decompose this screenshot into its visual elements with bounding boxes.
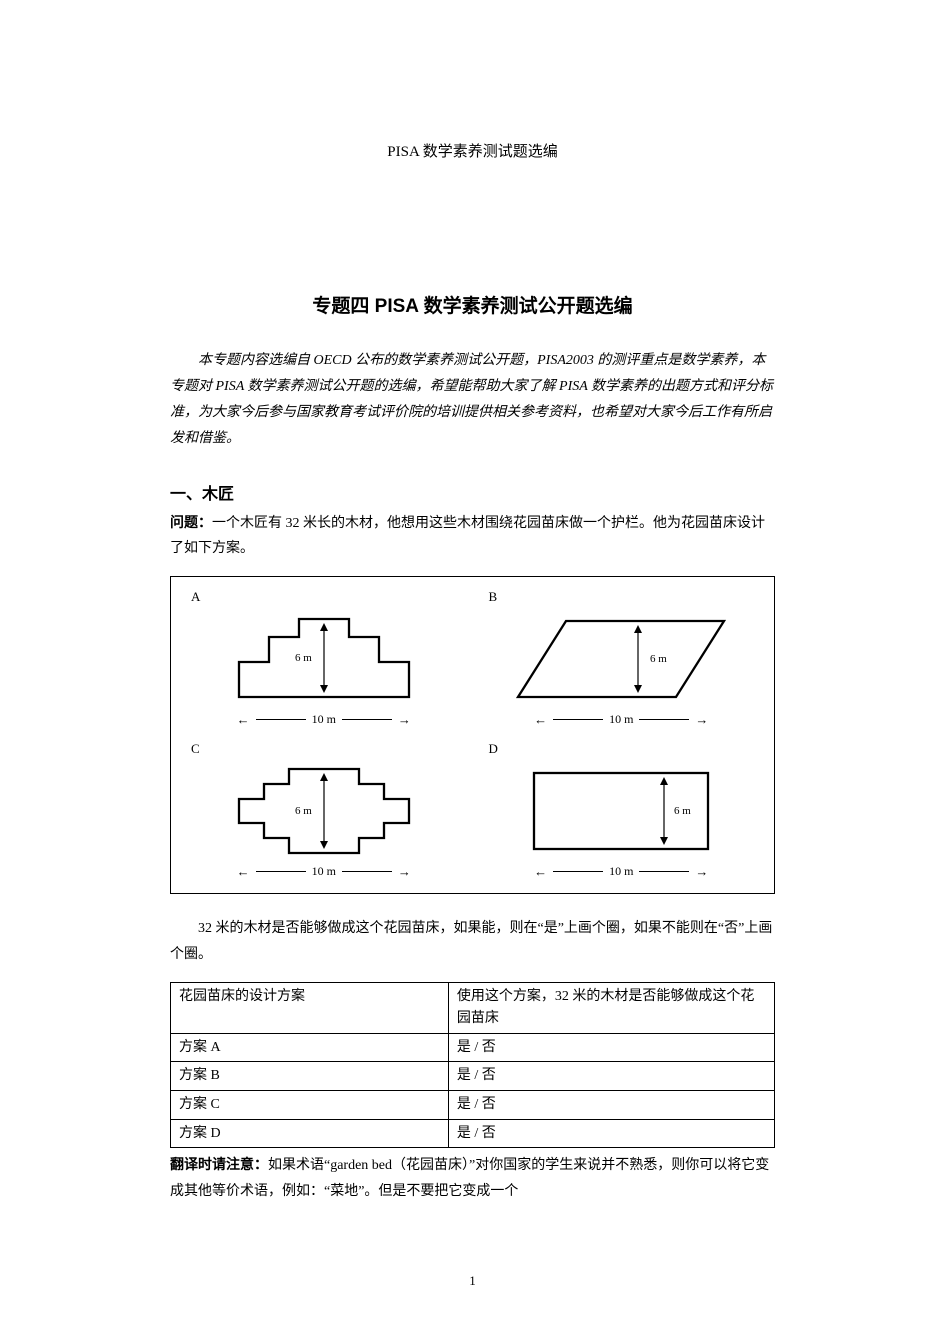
table-cell: 是 / 否 xyxy=(448,1119,774,1148)
question-body: 一个木匠有 32 米长的木材，他想用这些木材围绕花园苗床做一个护栏。他为花园苗床… xyxy=(170,516,765,557)
height-label-b: 6 m xyxy=(650,653,667,665)
translation-note: 翻译时请注意：如果术语“garden bed（花园苗床）”对你国家的学生来说并不… xyxy=(170,1152,775,1205)
width-label-d: 10 m xyxy=(609,864,633,879)
width-bar-d: ← 10 m → xyxy=(534,864,708,879)
question-text: 问题：一个木匠有 32 米长的木材，他想用这些木材围绕花园苗床做一个护栏。他为花… xyxy=(170,510,775,563)
table-cell: 是 / 否 xyxy=(448,1090,774,1119)
table-cell: 方案 C xyxy=(171,1090,449,1119)
table-header-1: 花园苗床的设计方案 xyxy=(179,989,305,1004)
shape-c-icon: 6 m xyxy=(209,759,439,864)
width-bar-b: ← 10 m → xyxy=(534,712,708,727)
table-row: 方案 C 是 / 否 xyxy=(171,1090,775,1119)
intro-paragraph: 本专题内容选编自 OECD 公布的数学素养测试公开题，PISA2003 的测评重… xyxy=(170,348,775,452)
table-cell: 是 / 否 xyxy=(448,1062,774,1091)
diagram-cell-a: A 6 m ← 10 m → xyxy=(187,589,461,727)
table-cell: 是 / 否 xyxy=(448,1033,774,1062)
shape-a-icon: 6 m xyxy=(209,607,439,712)
table-cell: 方案 A xyxy=(171,1033,449,1062)
width-label-a: 10 m xyxy=(312,712,336,727)
document-top-title: PISA 数学素养测试题选编 xyxy=(170,140,775,161)
width-label-b: 10 m xyxy=(609,712,633,727)
diagram-container: A 6 m ← 10 m → xyxy=(170,576,775,894)
arrow-right-icon: → xyxy=(695,865,708,878)
table-row: 花园苗床的设计方案 使用这个方案，32 米的木材是否能够做成这个花园苗床 xyxy=(171,983,775,1033)
arrow-right-icon: → xyxy=(398,865,411,878)
table-row: 方案 A 是 / 否 xyxy=(171,1033,775,1062)
shape-b-icon: 6 m xyxy=(506,607,736,712)
height-label-d: 6 m xyxy=(674,805,691,817)
page-number: 1 xyxy=(0,1273,945,1289)
arrow-left-icon: ← xyxy=(534,713,547,726)
diagram-label-b: B xyxy=(489,589,759,605)
arrow-right-icon: → xyxy=(695,713,708,726)
width-label-c: 10 m xyxy=(312,864,336,879)
table-row: 方案 D 是 / 否 xyxy=(171,1119,775,1148)
answer-table: 花园苗床的设计方案 使用这个方案，32 米的木材是否能够做成这个花园苗床 方案 … xyxy=(170,982,775,1148)
section-heading: 一、木匠 xyxy=(170,480,775,504)
table-cell: 方案 D xyxy=(171,1119,449,1148)
shape-d-icon: 6 m xyxy=(506,759,736,864)
diagram-label-c: C xyxy=(191,741,461,757)
arrow-right-icon: → xyxy=(398,713,411,726)
table-header-2: 使用这个方案，32 米的木材是否能够做成这个花园苗床 xyxy=(457,989,755,1026)
note-label: 翻译时请注意： xyxy=(170,1156,268,1172)
arrow-left-icon: ← xyxy=(237,865,250,878)
diagram-cell-d: D 6 m ← 10 m → xyxy=(485,741,759,879)
height-label-a: 6 m xyxy=(295,652,312,664)
arrow-left-icon: ← xyxy=(237,713,250,726)
diagram-label-a: A xyxy=(191,589,461,605)
main-heading: 专题四 PISA 数学素养测试公开题选编 xyxy=(170,291,775,318)
diagram-cell-c: C 6 m ← 10 m → xyxy=(187,741,461,879)
table-cell: 方案 B xyxy=(171,1062,449,1091)
table-row: 方案 B 是 / 否 xyxy=(171,1062,775,1091)
arrow-left-icon: ← xyxy=(534,865,547,878)
diagram-label-d: D xyxy=(489,741,759,757)
height-label-c: 6 m xyxy=(295,805,312,817)
post-diagram-text: 32 米的木材是否能够做成这个花园苗床，如果能，则在“是”上画个圈，如果不能则在… xyxy=(170,916,775,968)
width-bar-a: ← 10 m → xyxy=(237,712,411,727)
width-bar-c: ← 10 m → xyxy=(237,864,411,879)
question-label: 问题： xyxy=(170,514,212,530)
diagram-cell-b: B 6 m ← 10 m → xyxy=(485,589,759,727)
